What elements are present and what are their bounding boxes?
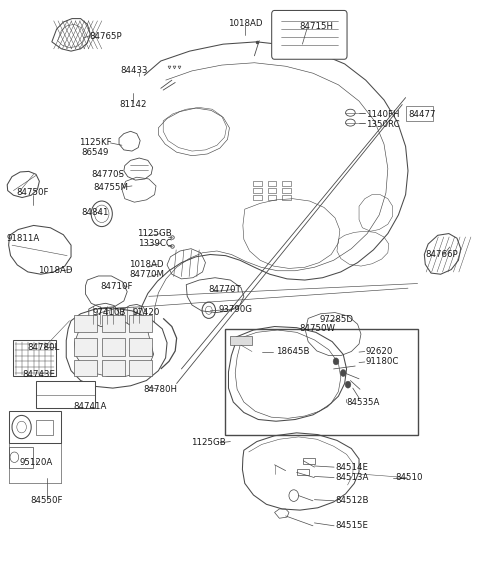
FancyBboxPatch shape [272, 10, 347, 59]
Bar [282, 188, 291, 193]
Text: 84535A: 84535A [347, 397, 380, 407]
Bar [230, 336, 252, 345]
Text: 95120A: 95120A [19, 458, 53, 467]
Bar [303, 458, 315, 464]
Text: 1125GB: 1125GB [192, 438, 226, 447]
Text: 92620: 92620 [366, 347, 393, 356]
Text: 97410B: 97410B [93, 308, 126, 317]
Text: 84750W: 84750W [300, 324, 336, 333]
Bar [253, 181, 262, 186]
Text: 1018AD: 1018AD [38, 266, 72, 275]
Text: 84743E: 84743E [22, 370, 55, 379]
Text: 84510: 84510 [395, 473, 423, 482]
Text: 84766P: 84766P [425, 250, 458, 259]
Text: 84770M: 84770M [129, 270, 164, 279]
Text: 97285D: 97285D [319, 315, 353, 324]
Text: 93790G: 93790G [218, 304, 252, 314]
Bar [74, 360, 97, 376]
Bar [268, 195, 276, 200]
FancyBboxPatch shape [406, 106, 433, 121]
Bar [129, 360, 152, 376]
Bar [102, 338, 125, 356]
Bar [36, 381, 95, 408]
Bar [253, 195, 262, 200]
Text: 84715H: 84715H [300, 21, 334, 31]
Bar [102, 315, 125, 332]
Bar [268, 188, 276, 193]
Bar [268, 181, 276, 186]
Text: 84770T: 84770T [208, 285, 241, 294]
Text: 84433: 84433 [120, 66, 148, 76]
Bar [282, 181, 291, 186]
Text: 84755M: 84755M [94, 182, 129, 192]
Text: 86549: 86549 [81, 148, 109, 157]
Text: 84710F: 84710F [100, 282, 132, 291]
Text: 1350RC: 1350RC [366, 120, 399, 129]
Bar [36, 420, 53, 435]
Text: 1140FH: 1140FH [366, 110, 399, 119]
Bar [9, 447, 33, 468]
Text: 84750F: 84750F [16, 188, 49, 198]
Text: 84741A: 84741A [73, 402, 107, 411]
Circle shape [345, 381, 351, 388]
Text: 91811A: 91811A [6, 234, 40, 243]
Bar [102, 360, 125, 376]
Text: 97420: 97420 [132, 308, 160, 317]
Text: 18645B: 18645B [276, 347, 310, 356]
Text: 91180C: 91180C [366, 357, 399, 367]
Text: 84841: 84841 [81, 208, 109, 217]
Bar [129, 315, 152, 332]
Text: 84513A: 84513A [335, 473, 369, 482]
Text: 84780L: 84780L [27, 343, 60, 352]
Bar [282, 195, 291, 200]
Text: 84477: 84477 [408, 110, 436, 119]
Text: 1125GB: 1125GB [137, 229, 172, 238]
Bar [74, 338, 97, 356]
Bar [13, 340, 56, 376]
Text: 84514E: 84514E [335, 462, 368, 472]
Bar [297, 469, 309, 475]
Text: 1125KF: 1125KF [79, 138, 111, 148]
Circle shape [333, 358, 339, 365]
Bar [129, 338, 152, 356]
Text: 84770S: 84770S [92, 170, 124, 179]
Text: 84780H: 84780H [144, 385, 178, 394]
Text: 84550F: 84550F [31, 496, 63, 505]
Text: 1339CC: 1339CC [138, 239, 171, 248]
Bar [225, 329, 418, 435]
Circle shape [340, 370, 346, 376]
Polygon shape [74, 307, 154, 376]
Bar [9, 411, 61, 443]
Bar [253, 188, 262, 193]
Text: 84765P: 84765P [89, 31, 122, 41]
Text: 81142: 81142 [120, 100, 147, 109]
Text: 84515E: 84515E [335, 521, 368, 530]
Text: 1018AD: 1018AD [129, 260, 164, 269]
Text: 1018AD: 1018AD [228, 19, 262, 28]
Text: 84512B: 84512B [335, 496, 369, 505]
Bar [74, 315, 97, 332]
